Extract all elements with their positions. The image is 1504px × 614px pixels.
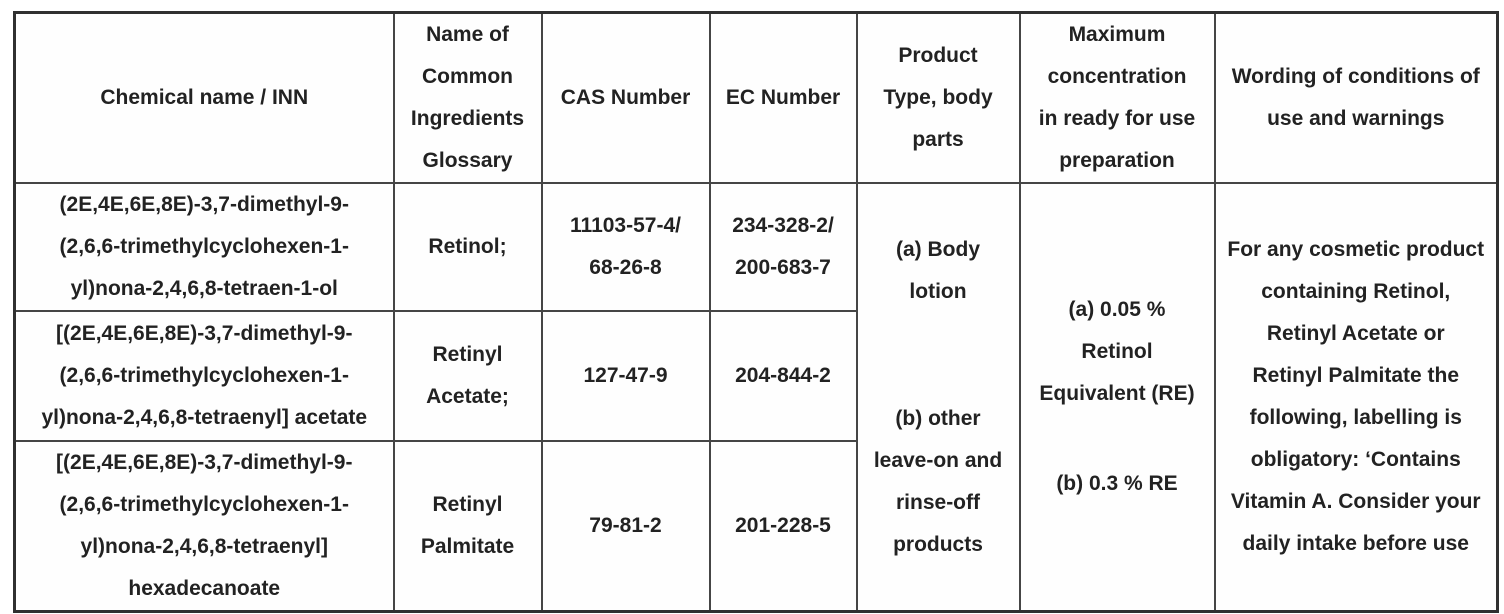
ec-number-cell: 204-844-2 [708, 310, 858, 442]
glossary-name-cell: Retinyl Palmitate [392, 440, 543, 613]
product-type-stack: (a) Body lotion (b) other leave-on and r… [862, 229, 1015, 566]
product-type-item-a: (a) Body lotion [896, 237, 980, 303]
cas-number-cell: 11103-57-4/ 68-26-8 [540, 182, 711, 312]
header-product-type: Product Type, body parts [855, 11, 1021, 184]
header-row: Chemical name / INN Name of Common Ingre… [13, 11, 1499, 184]
glossary-name-cell: Retinyl Acetate; [392, 310, 543, 442]
cosmetic-ingredients-table: Chemical name / INN Name of Common Ingre… [13, 11, 1499, 613]
max-concentration-cell: (a) 0.05 % Retinol Equivalent (RE) (b) 0… [1018, 182, 1216, 613]
header-glossary-name: Name of Common Ingredients Glossary [392, 11, 543, 184]
chemical-name-cell: (2E,4E,6E,8E)-3,7-dimethyl-9- (2,6,6-tri… [13, 182, 395, 312]
cas-number-cell: 79-81-2 [540, 440, 711, 613]
wording-cell: For any cosmetic product containing Reti… [1213, 182, 1499, 613]
header-ec-number: EC Number [708, 11, 858, 184]
product-type-cell: (a) Body lotion (b) other leave-on and r… [855, 182, 1021, 613]
chemical-name-cell: [(2E,4E,6E,8E)-3,7-dimethyl-9- (2,6,6-tr… [13, 440, 395, 613]
ec-number-cell: 201-228-5 [708, 440, 858, 613]
max-concentration-stack: (a) 0.05 % Retinol Equivalent (RE) (b) 0… [1025, 289, 1210, 505]
table-row-retinol: (2E,4E,6E,8E)-3,7-dimethyl-9- (2,6,6-tri… [13, 182, 1499, 613]
header-max-concentration: Maximum concentration in ready for use p… [1018, 11, 1216, 184]
table-row-retinyl-acetate: [(2E,4E,6E,8E)-3,7-dimethyl-9- (2,6,6-tr… [13, 310, 1498, 442]
cas-number-cell: 127-47-9 [540, 310, 711, 442]
table-row-retinyl-palmitate: [(2E,4E,6E,8E)-3,7-dimethyl-9- (2,6,6-tr… [13, 440, 1498, 613]
max-concentration-item-a: (a) 0.05 % Retinol Equivalent (RE) [1039, 298, 1195, 405]
header-chemical-name: Chemical name / INN [13, 11, 395, 184]
ec-number-cell: 234-328-2/ 200-683-7 [708, 182, 858, 312]
max-concentration-item-b: (b) 0.3 % RE [1056, 472, 1178, 495]
glossary-name-cell: Retinol; [392, 182, 543, 312]
product-type-item-b: (b) other leave-on and rinse-off product… [873, 406, 1003, 556]
chemical-name-cell: [(2E,4E,6E,8E)-3,7-dimethyl-9- (2,6,6-tr… [13, 310, 395, 442]
header-cas-number: CAS Number [540, 11, 711, 184]
header-wording: Wording of conditions of use and warning… [1213, 11, 1499, 184]
